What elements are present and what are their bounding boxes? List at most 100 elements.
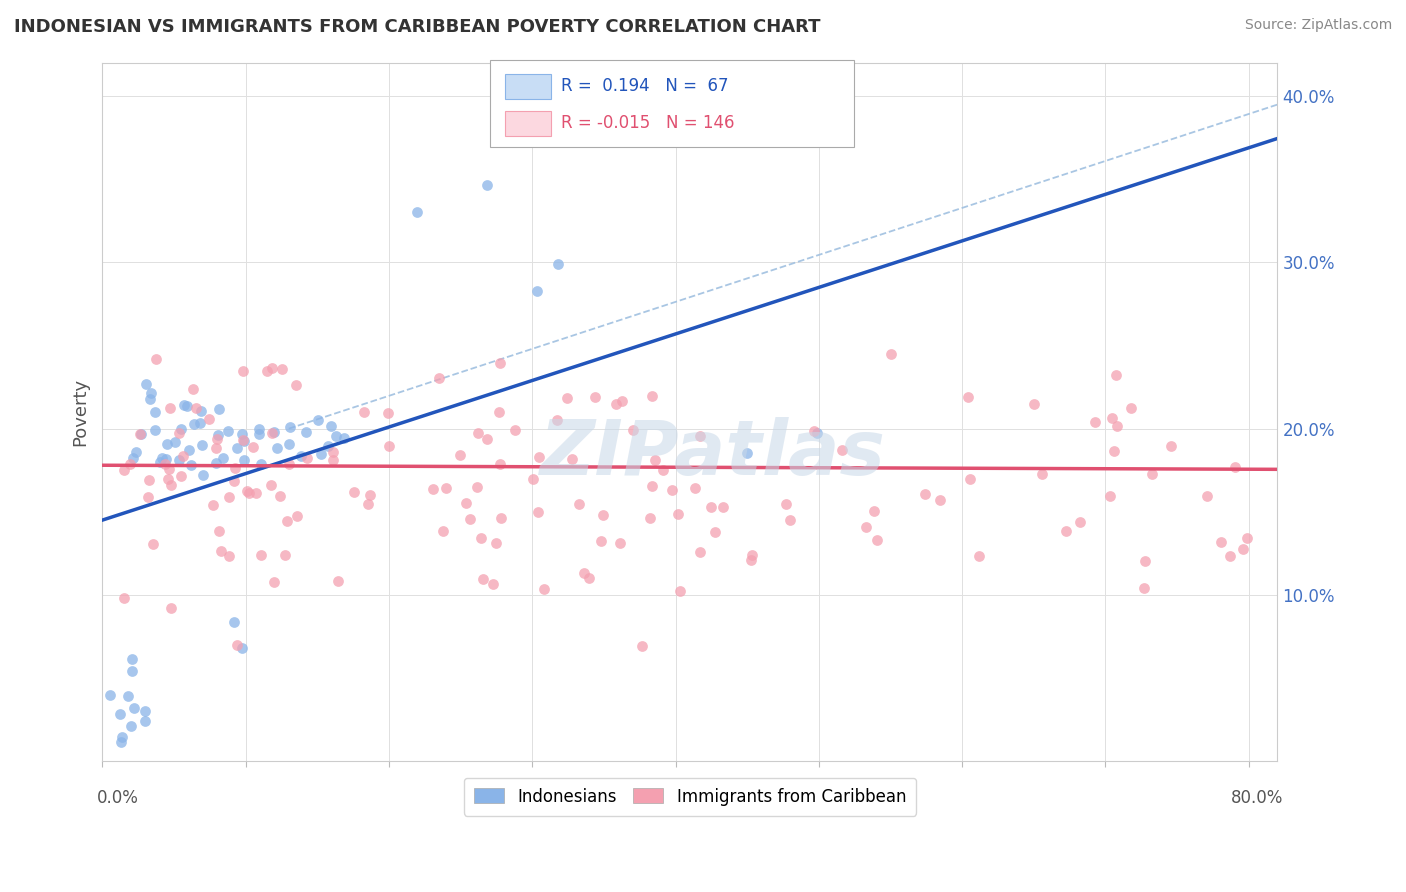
Point [342,485,364,500]
Point [1022,397,1045,411]
Point [142,537,165,551]
Point [589,533,612,548]
Point [231,640,253,655]
Point [1211,535,1233,549]
Point [1105,419,1128,434]
Point [472,572,495,586]
Text: 80.0%: 80.0% [1230,789,1284,807]
FancyBboxPatch shape [491,60,855,147]
Point [112,591,135,606]
Point [741,548,763,562]
Point [231,426,253,441]
Point [641,479,664,493]
Point [592,508,614,522]
Point [779,513,801,527]
Point [689,429,711,443]
Point [138,473,160,487]
Point [1105,368,1128,382]
Point [377,406,399,420]
Point [465,480,488,494]
Point [321,419,343,434]
Point [879,347,901,361]
Point [111,731,134,745]
Point [129,426,152,441]
Point [1054,524,1077,538]
Point [204,456,226,470]
Point [260,361,283,376]
Point [740,553,762,567]
Point [533,582,555,596]
Point [141,385,163,400]
Point [959,472,981,486]
Point [488,405,510,419]
Point [1219,549,1241,564]
Point [309,447,332,461]
Point [652,463,675,477]
Point [160,478,183,492]
Point [176,399,198,413]
Point [155,437,177,451]
Point [121,665,143,679]
Point [422,482,444,496]
FancyBboxPatch shape [505,111,551,136]
Point [122,701,145,715]
Text: 0.0%: 0.0% [97,789,138,807]
Point [527,504,550,518]
Point [477,432,499,446]
Point [356,497,378,511]
Point [260,477,283,491]
Point [831,443,853,458]
Point [211,450,233,465]
Point [609,536,631,550]
Point [190,416,212,430]
Point [193,467,215,482]
Point [475,178,498,192]
Point [1140,467,1163,481]
Point [108,706,131,721]
Point [167,425,190,440]
Point [1069,516,1091,530]
Point [209,544,232,558]
Point [641,389,664,403]
Point [429,371,451,385]
Point [326,574,349,589]
Point [120,719,142,733]
Point [967,549,990,563]
Point [173,398,195,412]
Point [183,417,205,431]
Point [156,472,179,486]
Point [699,500,721,514]
Point [247,422,270,436]
Point [236,483,259,498]
Point [290,449,312,463]
Point [703,524,725,539]
Point [583,390,606,404]
Text: INDONESIAN VS IMMIGRANTS FROM CARIBBEAN POVERTY CORRELATION CHART: INDONESIAN VS IMMIGRANTS FROM CARIBBEAN … [14,18,821,36]
Point [713,500,735,514]
Point [1119,401,1142,415]
Y-axis label: Poverty: Poverty [72,378,89,446]
Point [322,453,344,467]
Point [278,420,301,434]
Point [503,423,526,437]
Point [98,689,121,703]
Point [470,531,492,545]
Point [269,489,291,503]
Point [277,437,299,451]
Point [568,497,591,511]
Point [231,434,253,448]
Point [359,488,381,502]
Point [276,515,298,529]
Point [250,457,273,471]
Point [1101,411,1123,425]
Point [316,438,339,452]
Point [245,486,267,500]
Point [491,511,513,525]
Point [250,548,273,562]
Point [863,503,886,517]
Point [129,427,152,442]
Point [208,401,231,416]
Point [546,413,568,427]
Point [325,429,347,443]
Point [135,376,157,391]
